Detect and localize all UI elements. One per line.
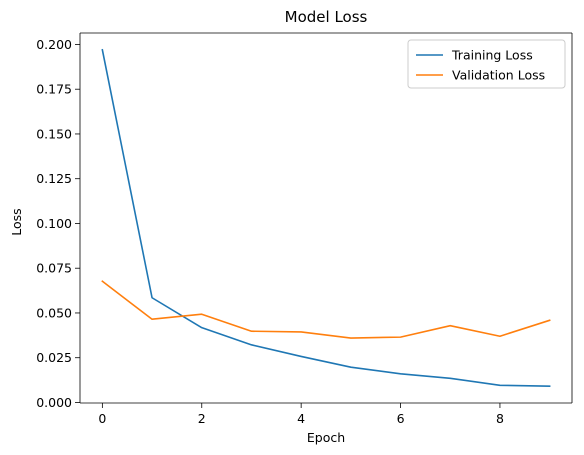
series-points-0 <box>102 49 550 387</box>
legend-box <box>407 39 566 89</box>
y-tick-label: 0.150 <box>36 126 72 141</box>
plot-area: 0 2 4 6 8 0.000 0.025 0.050 0.075 0.100 0.125 0.150… <box>36 32 573 426</box>
legend-label-1: Validation Loss <box>452 68 545 83</box>
series-line-training-loss <box>101 48 551 387</box>
x-axis-ticks: 0 2 4 6 8 <box>98 403 504 426</box>
y-tick-label: 0.075 <box>36 261 72 276</box>
legend: Training Loss Validation Loss <box>407 39 566 89</box>
axes-frame <box>79 32 573 404</box>
y-axis-label: Loss <box>9 208 24 235</box>
x-axis-label: Epoch <box>307 430 345 445</box>
y-tick-label: 0.125 <box>36 171 72 186</box>
series-lines <box>101 48 551 387</box>
y-tick-label: 0.050 <box>36 305 72 320</box>
x-tick-label: 0 <box>98 411 106 426</box>
y-axis-ticks: 0.000 0.025 0.050 0.075 0.100 0.125 0.150 0.175… <box>36 37 80 410</box>
y-tick-label: 0.025 <box>36 350 72 365</box>
y-tick-label: 0.200 <box>36 37 72 52</box>
y-tick-label: 0.000 <box>36 395 72 410</box>
series-points-1 <box>102 281 550 339</box>
chart-title: Model Loss <box>285 8 368 26</box>
x-tick-label: 6 <box>397 411 405 426</box>
x-tick-label: 8 <box>496 411 504 426</box>
series-line-validation-loss <box>101 280 551 339</box>
x-tick-label: 4 <box>297 411 305 426</box>
y-tick-label: 0.175 <box>36 82 72 97</box>
x-tick-label: 2 <box>198 411 206 426</box>
legend-label-0: Training Loss <box>451 48 533 63</box>
y-tick-label: 0.100 <box>36 216 72 231</box>
